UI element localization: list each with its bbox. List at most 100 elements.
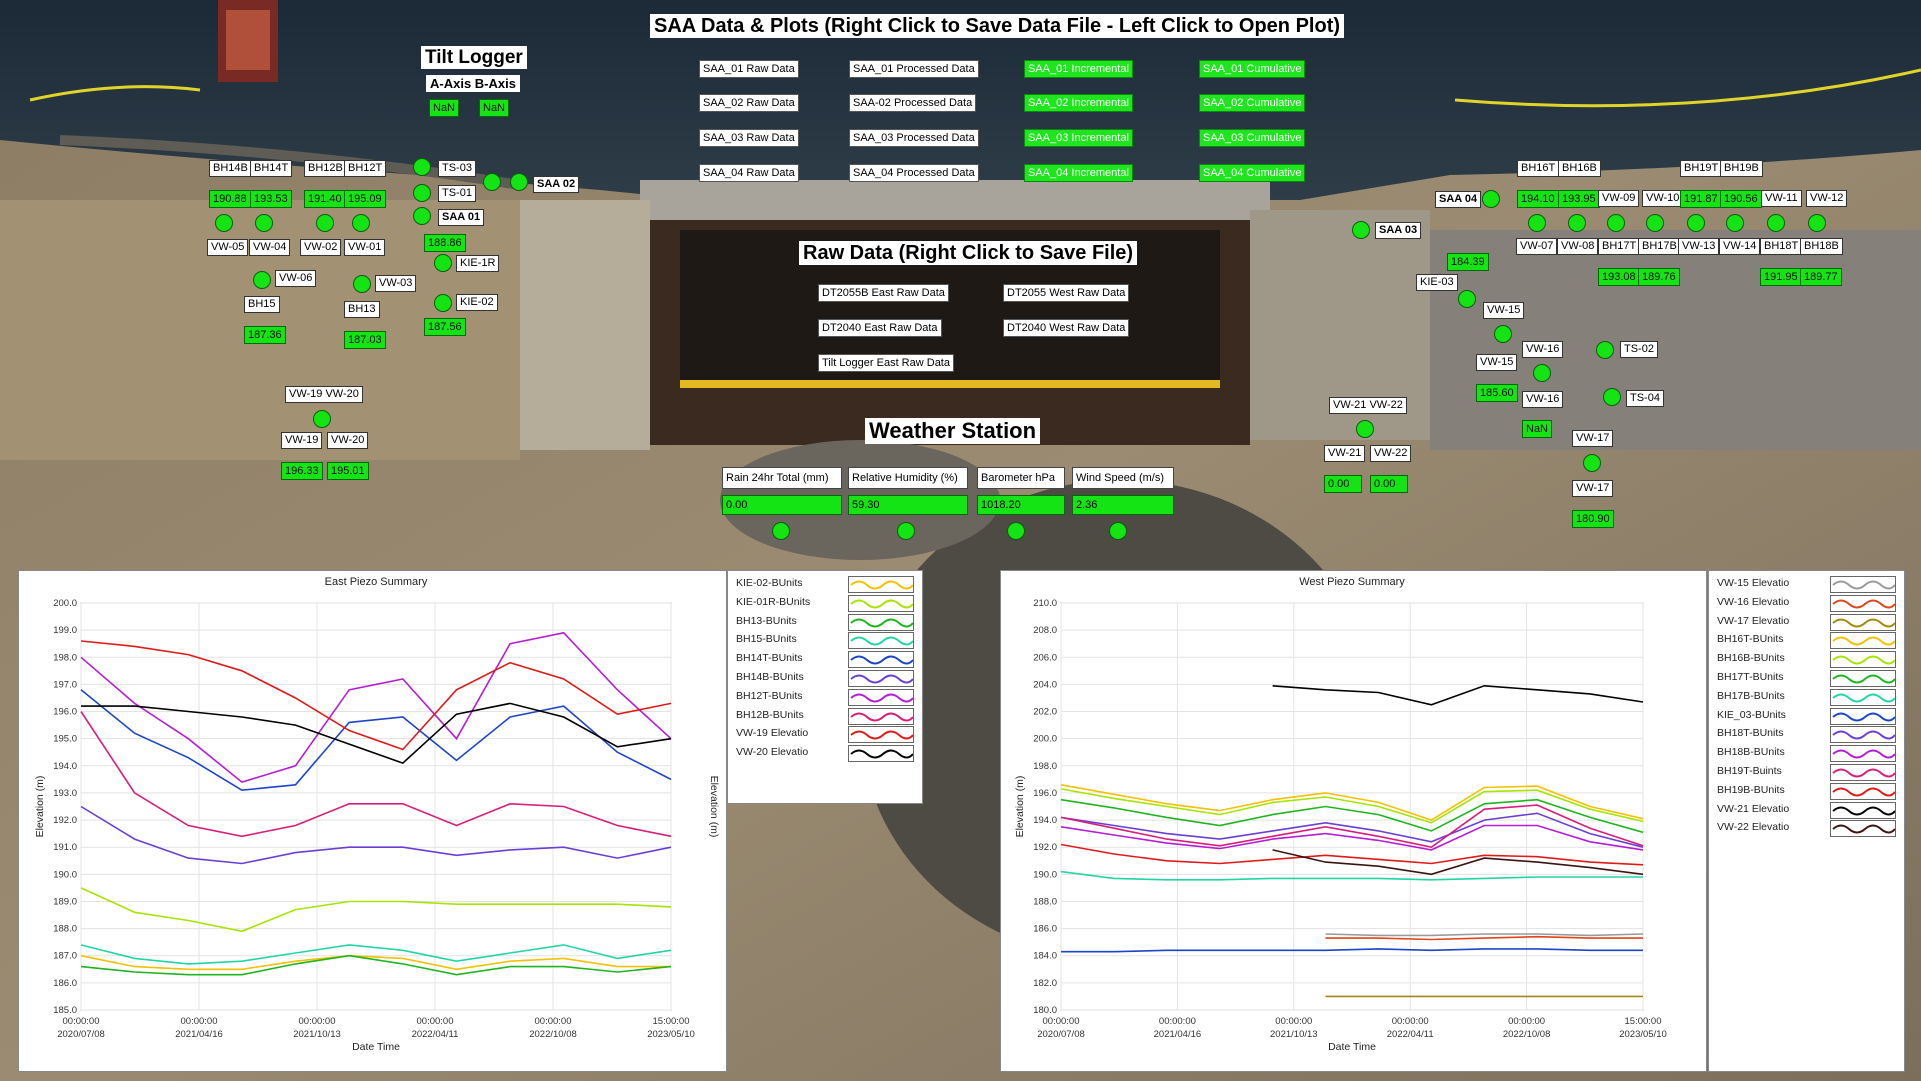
x-tick-time: 15:00:00 — [1625, 1016, 1662, 1027]
humidity-sensor-marker[interactable] — [897, 522, 915, 540]
x-tick-date: 2020/07/08 — [57, 1029, 105, 1040]
vw21-vw22-marker[interactable] — [1356, 420, 1374, 438]
vw20-label: VW-20 — [327, 432, 369, 449]
saa01-label: SAA 01 — [438, 209, 485, 226]
vw08-label: VW-08 — [1557, 238, 1599, 255]
saa02-cumulative-link[interactable]: SAA_02 Cumulative — [1199, 94, 1306, 112]
saa04-cumulative-link[interactable]: SAA_04 Cumulative — [1199, 164, 1306, 182]
x-axis-label: Date Time — [352, 1041, 400, 1053]
saa04-raw-data-link[interactable]: SAA_04 Raw Data — [699, 164, 799, 182]
bh16t-label: BH16T — [1517, 160, 1560, 177]
vw13-marker[interactable] — [1687, 214, 1705, 232]
y-axis-label-right: Elevation (m) — [708, 776, 720, 838]
legend-swatch — [1830, 782, 1896, 800]
ts03-marker[interactable] — [413, 158, 431, 176]
vw04-marker[interactable] — [255, 214, 273, 232]
legend-item-label: BH16T-BUnits — [1717, 633, 1784, 646]
wind-sensor-marker[interactable] — [1109, 522, 1127, 540]
saa01-raw-data-link[interactable]: SAA_01 Raw Data — [699, 60, 799, 78]
vw02-marker[interactable] — [316, 214, 334, 232]
vw19-vw20-marker[interactable] — [313, 410, 331, 428]
saa02-incremental-link[interactable]: SAA_02 Incremental — [1024, 94, 1133, 112]
y-tick-label: 192.0 — [53, 815, 77, 826]
legend-item: BH12T-BUnits — [728, 688, 922, 707]
dt2040-east-raw-link[interactable]: DT2040 East Raw Data — [818, 319, 942, 337]
vw01-marker[interactable] — [352, 214, 370, 232]
x-tick-time: 00:00:00 — [1392, 1016, 1429, 1027]
saa01-value: 188.86 — [424, 234, 466, 252]
ts04-marker[interactable] — [1603, 388, 1621, 406]
dt2055-west-raw-link[interactable]: DT2055 West Raw Data — [1003, 284, 1130, 302]
dt2055b-east-raw-link[interactable]: DT2055B East Raw Data — [818, 284, 949, 302]
vw16-label-2: VW-16 — [1522, 391, 1564, 408]
vw09-marker[interactable] — [1607, 214, 1625, 232]
bh16b-value: 193.95 — [1558, 190, 1600, 208]
saa01-incremental-link[interactable]: SAA_01 Incremental — [1024, 60, 1133, 78]
chart-title: East Piezo Summary — [325, 576, 428, 588]
vw06-marker[interactable] — [253, 271, 271, 289]
tilt-logger-marker[interactable] — [483, 173, 501, 191]
vw21-vw22-label: VW-21 VW-22 — [1329, 397, 1407, 414]
x-tick-date: 2021/04/16 — [1154, 1029, 1202, 1040]
ts01-marker[interactable] — [413, 184, 431, 202]
vw07-marker[interactable] — [1528, 214, 1546, 232]
west-piezo-plot-panel[interactable]: West Piezo Summary 180.0 182.0 184.0 186.0 18… — [1000, 570, 1707, 1072]
bh18t-value: 191.95 — [1760, 268, 1802, 286]
saa04-processed-data-link[interactable]: SAA_04 Processed Data — [849, 164, 979, 182]
barometer-sensor-marker[interactable] — [1007, 522, 1025, 540]
vw05-marker[interactable] — [215, 214, 233, 232]
bh12t-value: 195.09 — [344, 190, 386, 208]
legend-item: BH16B-BUnits — [1709, 650, 1904, 669]
legend-swatch — [848, 688, 914, 706]
legend-item-label: VW-16 Elevatio — [1717, 595, 1790, 608]
legend-swatch — [1830, 764, 1896, 781]
bh14b-value: 190.88 — [209, 190, 251, 208]
kie02-marker[interactable] — [434, 294, 452, 312]
vw17-marker[interactable] — [1583, 454, 1601, 472]
bh15-label: BH15 — [244, 296, 280, 313]
saa02-marker[interactable] — [510, 173, 528, 191]
vw12-label: VW-12 — [1806, 190, 1848, 207]
saa03-raw-data-link[interactable]: SAA_03 Raw Data — [699, 129, 799, 147]
saa02-raw-data-link[interactable]: SAA_02 Raw Data — [699, 94, 799, 112]
saa03-incremental-link[interactable]: SAA_03 Incremental — [1024, 129, 1133, 147]
y-tick-label: 188.0 — [53, 924, 77, 935]
dt2040-west-raw-link[interactable]: DT2040 West Raw Data — [1003, 319, 1130, 337]
saa01-processed-data-link[interactable]: SAA_01 Processed Data — [849, 60, 979, 78]
vw11-marker[interactable] — [1767, 214, 1785, 232]
vw16-marker[interactable] — [1533, 364, 1551, 382]
saa03-marker[interactable] — [1352, 221, 1370, 239]
chart-title: West Piezo Summary — [1299, 576, 1405, 588]
saa01-cumulative-link[interactable]: SAA_01 Cumulative — [1199, 60, 1306, 78]
vw03-marker[interactable] — [353, 275, 371, 293]
saa02-processed-data-link[interactable]: SAA-02 Processed Data — [849, 94, 977, 112]
series-line — [80, 631, 672, 783]
saa-section-title: SAA Data & Plots (Right Click to Save Da… — [650, 14, 1345, 38]
legend-item-label: VW-20 Elevatio — [736, 746, 809, 759]
east-piezo-plot-panel[interactable]: East Piezo Summary 185.0 186.0 187.0 188.0 18… — [18, 570, 727, 1072]
vw02-label: VW-02 — [300, 239, 342, 256]
y-tick-label: 190.0 — [53, 869, 77, 880]
saa04-incremental-link[interactable]: SAA_04 Incremental — [1024, 164, 1133, 182]
saa03-processed-data-link[interactable]: SAA_03 Processed Data — [849, 129, 979, 147]
tilt-logger-east-raw-link[interactable]: Tilt Logger East Raw Data — [818, 354, 954, 372]
vw17-label-2: VW-17 — [1572, 480, 1614, 497]
vw15-marker[interactable] — [1494, 325, 1512, 343]
kie1r-marker[interactable] — [434, 254, 452, 272]
vw08-marker[interactable] — [1568, 214, 1586, 232]
kie03-marker[interactable] — [1458, 290, 1476, 308]
saa04-marker[interactable] — [1482, 190, 1500, 208]
legend-item-label: VW-22 Elevatio — [1717, 821, 1790, 834]
vw15-label: VW-15 — [1483, 302, 1525, 319]
vw14-marker[interactable] — [1726, 214, 1744, 232]
rain-sensor-marker[interactable] — [772, 522, 790, 540]
vw12-marker[interactable] — [1808, 214, 1826, 232]
ts01-label: TS-01 — [438, 185, 476, 202]
vw10-marker[interactable] — [1646, 214, 1664, 232]
saa01-marker[interactable] — [413, 207, 431, 225]
x-tick-date: 2023/05/10 — [1619, 1029, 1667, 1040]
legend-item: VW-21 Elevatio — [1709, 801, 1904, 820]
bh15-value: 187.36 — [244, 326, 286, 344]
saa03-cumulative-link[interactable]: SAA_03 Cumulative — [1199, 129, 1306, 147]
ts02-marker[interactable] — [1596, 341, 1614, 359]
